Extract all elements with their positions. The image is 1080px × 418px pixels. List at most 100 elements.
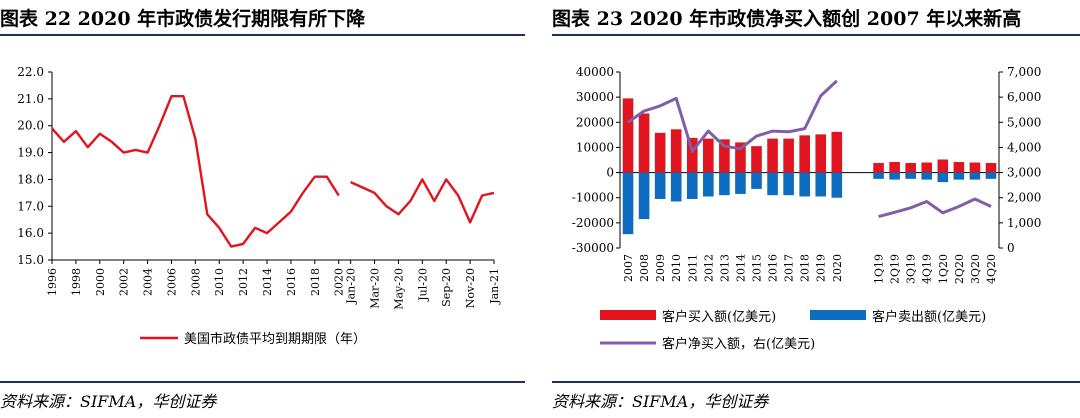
right-y-tick-label: 3,000	[1007, 166, 1041, 180]
left-source-rule	[0, 381, 525, 383]
x-tick-label: 2016	[767, 254, 780, 282]
x-tick-label: 2010	[670, 254, 683, 282]
left-y-tick-label: 40000	[576, 65, 614, 79]
legend-buy-label: 客户买入额(亿美元)	[662, 309, 776, 325]
x-tick-label: Jan-21	[488, 268, 501, 305]
x-tick-label: 2012	[237, 268, 250, 296]
x-tick-label: Jan-20	[345, 268, 358, 305]
sell-bar	[969, 172, 981, 180]
buy-bar	[953, 162, 965, 173]
maturity-series-line-2	[350, 178, 495, 224]
buy-bar	[622, 98, 634, 173]
legend-sell-label: 客户卖出额(亿美元)	[872, 309, 986, 325]
maturity-line-chart: 15.0 16.0 17.0 18.0 19.0 20.0 21.0 22.0 1996 1998…	[17, 65, 501, 347]
x-tick-label: 2020	[333, 268, 346, 296]
net-purchase-line-2	[878, 197, 992, 219]
y-tick-label: 20.0	[17, 119, 44, 133]
x-tick-label: 2018	[309, 268, 322, 296]
x-tick-label: 2002	[118, 268, 131, 296]
x-tick-label: 2012	[702, 254, 715, 282]
right-y-tick-label: 4,000	[1007, 140, 1041, 154]
sell-bar	[719, 172, 730, 196]
x-tick-label: 2013	[718, 254, 731, 282]
x-tick-label: 2011	[686, 254, 699, 282]
right-y-tick-label: 1,000	[1007, 216, 1041, 230]
left-figure: 图表 22 2020 年市政债发行期限有所下降 15.0 16.0 17.0 18.0…	[0, 0, 525, 418]
x-tick-label: 2014	[734, 254, 747, 282]
left-source-note: 资料来源：SIFMA，华创证券	[0, 392, 217, 411]
y-tick-label: 18.0	[17, 172, 44, 186]
buy-bar	[969, 162, 981, 173]
buy-bar	[767, 138, 778, 173]
buy-bar	[654, 132, 666, 173]
sell-bar	[703, 172, 714, 197]
y-tick-label: 22.0	[17, 65, 44, 79]
sell-bar	[670, 172, 682, 202]
sell-bar	[735, 172, 746, 194]
legend-net-label: 客户净买入额，右(亿美元)	[662, 336, 815, 352]
right-figure: 图表 23 2020 年市政债净买入额创 2007 年以来新高 -30000 -2…	[552, 0, 1080, 418]
x-tick-label: 1Q20	[937, 254, 950, 284]
x-tick-label: Nov-20	[464, 268, 477, 308]
x-tick-label: Sep-20	[440, 268, 453, 307]
x-tick-label: 2000	[94, 268, 107, 296]
legend-buy-swatch	[600, 310, 656, 320]
left-y-tick-label: 20000	[576, 115, 614, 129]
x-tick-label: 2015	[751, 254, 764, 282]
buy-bar	[937, 159, 949, 173]
left-title-rule	[0, 34, 525, 36]
x-tick-label: 2009	[654, 254, 667, 282]
buy-bar	[735, 142, 746, 173]
left-y-tick-label: 30000	[576, 90, 614, 104]
x-tick-label: Mar-20	[369, 268, 382, 309]
buy-bar	[638, 113, 650, 173]
sell-bar	[985, 172, 997, 179]
net-purchase-bar-chart: -30000 -20000 -10000 0 10000 20000 30000 40000 0…	[572, 65, 1042, 352]
x-tick-label: 2006	[165, 268, 178, 296]
buy-bar	[670, 129, 682, 173]
buy-bar	[799, 135, 810, 173]
x-tick-label: 2018	[799, 254, 812, 282]
maturity-series-line-1	[51, 95, 340, 248]
x-tick-label: 2019	[815, 254, 828, 282]
x-tick-label: 4Q19	[921, 254, 934, 284]
right-y-tick-label: 6,000	[1007, 90, 1041, 104]
x-tick-label: 1Q19	[873, 254, 886, 284]
buy-bar	[831, 131, 843, 173]
sell-bar	[831, 172, 843, 198]
x-tick-label: 4Q20	[985, 254, 998, 284]
x-tick-label: 2008	[189, 268, 202, 296]
net-purchase-line-1	[627, 79, 838, 153]
buy-bar	[783, 138, 794, 173]
sell-bar	[905, 172, 916, 179]
buy-bar	[686, 137, 698, 173]
x-tick-label: 2020	[831, 254, 844, 282]
legend-label: 美国市政债平均到期期限（年）	[184, 331, 366, 347]
sell-bar	[622, 172, 634, 235]
legend-sell-swatch	[810, 310, 866, 320]
buy-bar	[921, 162, 933, 173]
sell-bar	[799, 172, 810, 197]
buy-bar	[751, 146, 762, 173]
right-y-tick-label: 2,000	[1007, 191, 1041, 205]
x-tick-label: 2016	[285, 268, 298, 296]
sell-bar	[889, 172, 900, 180]
right-y-tick-label: 0	[1007, 241, 1015, 255]
buy-bar	[719, 139, 730, 173]
sell-bar	[921, 172, 933, 180]
y-tick-label: 17.0	[17, 199, 44, 213]
left-y-tick-label: -30000	[572, 241, 614, 255]
x-tick-label: 2004	[142, 268, 155, 296]
left-y-tick-label: 0	[606, 166, 614, 180]
sell-bar	[873, 172, 884, 179]
x-tick-label: 3Q20	[969, 254, 982, 284]
x-tick-label: 3Q19	[905, 254, 918, 284]
x-tick-label: 2008	[638, 254, 651, 282]
x-tick-label: 2Q19	[889, 254, 902, 284]
sell-bar	[686, 172, 698, 199]
x-tick-label: Jul-20	[416, 268, 429, 302]
right-y-tick-label: 5,000	[1007, 115, 1041, 129]
sell-bar	[783, 172, 794, 196]
left-y-tick-label: 10000	[576, 140, 614, 154]
right-title-rule	[552, 34, 1080, 36]
